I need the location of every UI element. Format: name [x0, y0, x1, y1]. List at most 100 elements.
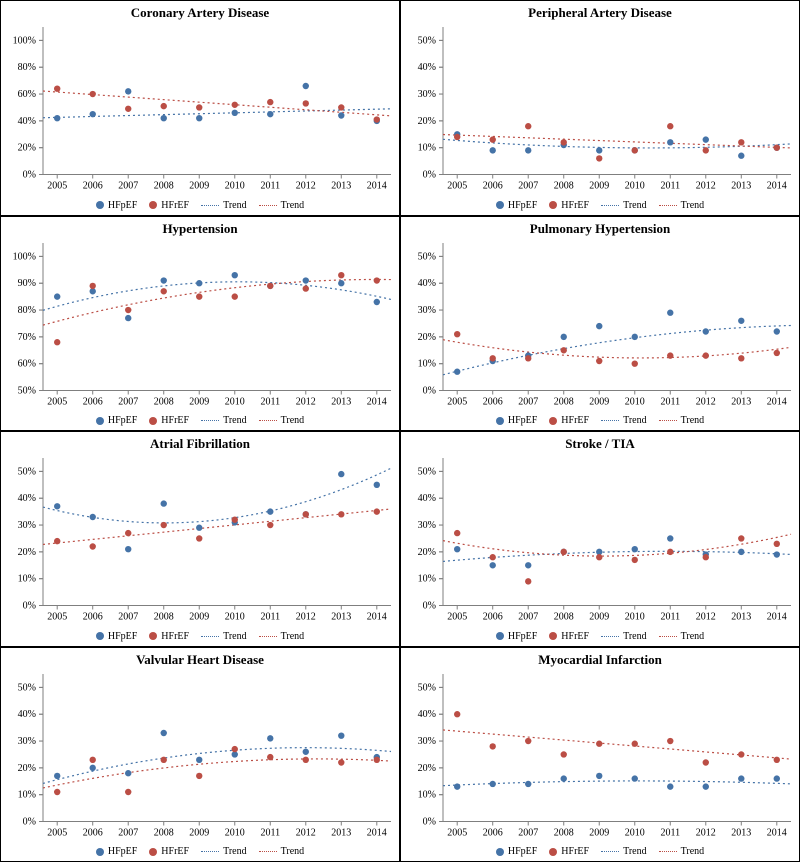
point-hfref [161, 522, 167, 528]
plot-svg: 0%20%40%60%80%100%2005200620072008200920… [43, 27, 391, 175]
xtick-label: 2008 [154, 181, 174, 192]
xtick-label: 2014 [767, 181, 787, 192]
ytick-label: 100% [13, 251, 36, 262]
point-hfpef [374, 482, 380, 488]
plot-svg: 0%10%20%30%40%50%20052006200720082009201… [43, 458, 391, 606]
xtick-label: 2012 [696, 181, 716, 192]
plot-svg: 0%10%20%30%40%50%20052006200720082009201… [443, 674, 791, 822]
point-hfpef [667, 139, 673, 145]
ytick-label: 0% [423, 816, 436, 827]
ytick-label: 30% [418, 89, 436, 100]
xtick-label: 2010 [625, 827, 645, 838]
point-hfpef [738, 775, 744, 781]
point-hfpef [232, 271, 238, 277]
xtick-label: 2011 [260, 181, 280, 192]
legend-label: HFrEF [561, 631, 589, 642]
legend-label: HFrEF [561, 846, 589, 857]
ytick-label: 50% [418, 35, 436, 46]
legend-label: Trend [281, 200, 305, 211]
point-hfpef [738, 317, 744, 323]
legend-marker-dot [496, 848, 504, 856]
xtick-label: 2010 [225, 827, 245, 838]
legend-label: HFrEF [161, 631, 189, 642]
legend-marker-dot [549, 848, 557, 856]
point-hfpef [632, 333, 638, 339]
point-hfpef [774, 328, 780, 334]
ytick-label: 30% [418, 736, 436, 747]
legend-marker-dash [659, 851, 677, 852]
ytick-label: 0% [23, 601, 36, 612]
point-hfref [561, 549, 567, 555]
trend-hfpef [43, 747, 391, 783]
point-hfref [374, 756, 380, 762]
point-hfref [338, 759, 344, 765]
panel-0: Coronary Artery Disease0%20%40%60%80%100… [0, 0, 400, 216]
point-hfref [338, 271, 344, 277]
point-hfref [561, 347, 567, 353]
ytick-label: 10% [418, 143, 436, 154]
point-hfref [596, 554, 602, 560]
point-hfref [54, 339, 60, 345]
xtick-label: 2014 [767, 612, 787, 623]
legend-hfref: HFrEF [549, 200, 589, 211]
xtick-label: 2012 [696, 396, 716, 407]
xtick-label: 2008 [554, 396, 574, 407]
point-hfpef [161, 277, 167, 283]
point-hfpef [774, 551, 780, 557]
xtick-label: 2009 [589, 612, 609, 623]
point-hfpef [338, 732, 344, 738]
xtick-label: 2007 [518, 181, 538, 192]
point-hfpef [703, 328, 709, 334]
legend-hfpef: HFpEF [96, 846, 137, 857]
ytick-label: 20% [418, 762, 436, 773]
legend-marker-dot [549, 201, 557, 209]
point-hfref [632, 740, 638, 746]
legend-marker-dot [549, 632, 557, 640]
legend-trend-hfpef: Trend [601, 846, 647, 857]
legend: HFpEFHFrEFTrendTrend [1, 200, 399, 211]
point-hfref [303, 100, 309, 106]
legend-label: Trend [623, 846, 647, 857]
point-hfref [374, 116, 380, 122]
ytick-label: 10% [18, 789, 36, 800]
legend-trend-hfpef: Trend [201, 846, 247, 857]
legend-hfpef: HFpEF [496, 846, 537, 857]
legend-label: Trend [681, 200, 705, 211]
point-hfref [632, 557, 638, 563]
legend: HFpEFHFrEFTrendTrend [401, 631, 799, 642]
point-hfref [303, 285, 309, 291]
legend-label: HFpEF [508, 631, 537, 642]
legend-hfpef: HFpEF [96, 200, 137, 211]
xtick-label: 2014 [767, 827, 787, 838]
point-hfref [454, 330, 460, 336]
xtick-label: 2009 [189, 181, 209, 192]
panel-title: Valvular Heart Disease [1, 652, 399, 668]
xtick-label: 2006 [83, 396, 103, 407]
point-hfpef [54, 115, 60, 121]
point-hfref [667, 737, 673, 743]
ytick-label: 20% [18, 547, 36, 558]
legend-trend-hfref: Trend [659, 631, 705, 642]
xtick-label: 2008 [154, 396, 174, 407]
xtick-label: 2012 [696, 612, 716, 623]
point-hfpef [303, 748, 309, 754]
panel-4: Atrial Fibrillation0%10%20%30%40%50%2005… [0, 431, 400, 647]
legend-marker-dash [601, 636, 619, 637]
point-hfpef [125, 314, 131, 320]
point-hfref [738, 139, 744, 145]
point-hfref [454, 530, 460, 536]
panel-title: Myocardial Infarction [401, 652, 799, 668]
legend: HFpEFHFrEFTrendTrend [401, 200, 799, 211]
xtick-label: 2009 [189, 827, 209, 838]
point-hfref [125, 306, 131, 312]
legend-marker-dot [496, 632, 504, 640]
point-hfpef [125, 770, 131, 776]
legend-marker-dash [601, 205, 619, 206]
legend-label: HFpEF [108, 631, 137, 642]
point-hfref [125, 106, 131, 112]
legend-marker-dot [96, 201, 104, 209]
point-hfpef [196, 280, 202, 286]
legend-trend-hfref: Trend [659, 200, 705, 211]
point-hfref [303, 756, 309, 762]
point-hfref [196, 293, 202, 299]
